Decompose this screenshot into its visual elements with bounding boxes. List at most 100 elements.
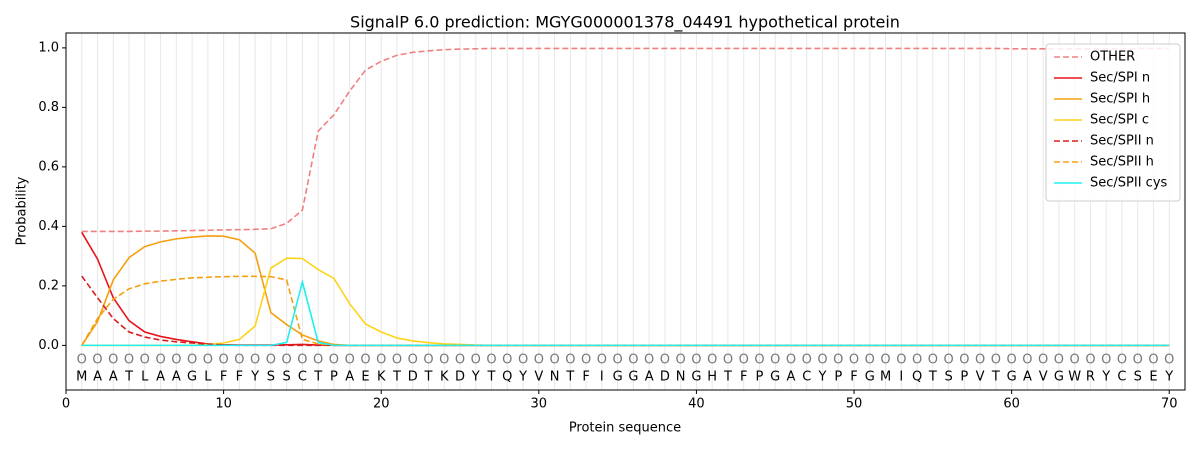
- residue-label: G: [1054, 370, 1064, 385]
- residue-label: A: [787, 370, 796, 385]
- annotation-label: O: [1022, 353, 1032, 368]
- annotation-label: O: [597, 353, 607, 368]
- residue-label: M: [76, 370, 87, 385]
- annotation-label: O: [660, 353, 670, 368]
- residue-label: A: [645, 370, 654, 385]
- annotation-label: O: [770, 353, 780, 368]
- annotation-label: O: [297, 353, 307, 368]
- series-line: [81, 47, 1170, 233]
- annotation-label: O: [250, 353, 260, 368]
- residue-label: N: [550, 370, 560, 385]
- annotation-label: O: [754, 353, 764, 368]
- annotation-label: O: [707, 353, 717, 368]
- series-line: [81, 257, 1170, 347]
- annotation-label: O: [171, 353, 181, 368]
- annotation-label: O: [1054, 353, 1064, 368]
- annotation-label: O: [345, 353, 355, 368]
- x-tick-label: 40: [688, 397, 705, 412]
- y-tick-label: 0.8: [38, 100, 59, 115]
- annotation-label: O: [486, 353, 496, 368]
- y-tick-label: 0.4: [38, 219, 59, 234]
- residue-label: S: [944, 370, 952, 385]
- residue-label: S: [267, 370, 275, 385]
- annotation-label: O: [1133, 353, 1143, 368]
- y-tick-label: 1.0: [38, 40, 59, 55]
- residue-label: Q: [912, 370, 922, 385]
- residue-label: F: [582, 370, 589, 385]
- annotation-label: O: [360, 353, 370, 368]
- annotation-label: O: [140, 353, 150, 368]
- residue-label: G: [770, 370, 780, 385]
- annotation-label: O: [124, 353, 134, 368]
- x-tick-label: 20: [373, 397, 390, 412]
- annotation-label: O: [1007, 353, 1017, 368]
- residue-label: C: [802, 370, 811, 385]
- residue-label: T: [928, 370, 937, 385]
- annotation-label: O: [282, 353, 292, 368]
- annotation-label: O: [943, 353, 953, 368]
- legend-label: Sec/SPII cys: [1090, 176, 1168, 191]
- annotation-label: O: [266, 353, 276, 368]
- annotation-label: O: [155, 353, 165, 368]
- residue-label: Y: [250, 370, 259, 385]
- annotation-label: O: [549, 353, 559, 368]
- residue-label: D: [408, 370, 418, 385]
- annotation-label: O: [1070, 353, 1080, 368]
- annotation-label: O: [723, 353, 733, 368]
- y-tick-label: 0.2: [38, 278, 59, 293]
- residue-label: L: [141, 370, 149, 385]
- residue-label: A: [156, 370, 165, 385]
- y-tick-label: 0.6: [38, 159, 59, 174]
- residue-label: R: [1086, 370, 1095, 385]
- residue-label: E: [1149, 370, 1157, 385]
- residue-label: L: [204, 370, 212, 385]
- residue-label: P: [330, 370, 338, 385]
- residue-label: D: [660, 370, 670, 385]
- residue-label: K: [440, 370, 449, 385]
- annotation-label: O: [880, 353, 890, 368]
- x-tick-label: 30: [531, 397, 548, 412]
- annotation-label: O: [565, 353, 575, 368]
- annotation-label: O: [518, 353, 528, 368]
- annotation-label: O: [628, 353, 638, 368]
- annotation-label: O: [849, 353, 859, 368]
- annotation-label: O: [502, 353, 512, 368]
- residue-label: V: [976, 370, 985, 385]
- annotation-label: O: [928, 353, 938, 368]
- residue-label: P: [960, 370, 968, 385]
- residue-label: W: [1068, 370, 1081, 385]
- residue-label: P: [756, 370, 764, 385]
- residue-label: T: [124, 370, 133, 385]
- annotation-label: O: [423, 353, 433, 368]
- residue-label: F: [236, 370, 243, 385]
- annotation-label: O: [203, 353, 213, 368]
- annotation-label: O: [676, 353, 686, 368]
- residue-label: Y: [818, 370, 827, 385]
- annotation-label: O: [439, 353, 449, 368]
- series-line: [81, 235, 1170, 347]
- residue-label: T: [313, 370, 322, 385]
- residue-label: C: [1117, 370, 1126, 385]
- annotation-label: O: [975, 353, 985, 368]
- residue-label: C: [298, 370, 307, 385]
- residue-label: G: [613, 370, 623, 385]
- residue-label: T: [487, 370, 496, 385]
- annotation-label: O: [1148, 353, 1158, 368]
- residue-label: T: [723, 370, 732, 385]
- annotation-label: O: [1101, 353, 1111, 368]
- series-line: [81, 231, 1170, 347]
- residue-label: F: [740, 370, 747, 385]
- annotation-label: O: [896, 353, 906, 368]
- residue-label: T: [565, 370, 574, 385]
- annotation-label: O: [581, 353, 591, 368]
- residue-label: F: [850, 370, 857, 385]
- annotation-label: O: [833, 353, 843, 368]
- annotation-label: O: [691, 353, 701, 368]
- residue-label: G: [691, 370, 701, 385]
- x-axis-label: Protein sequence: [569, 421, 681, 436]
- annotation-label: O: [108, 353, 118, 368]
- residue-label: T: [991, 370, 1000, 385]
- residue-label: T: [392, 370, 401, 385]
- annotation-label: O: [376, 353, 386, 368]
- legend-label: Sec/SPI n: [1090, 71, 1150, 86]
